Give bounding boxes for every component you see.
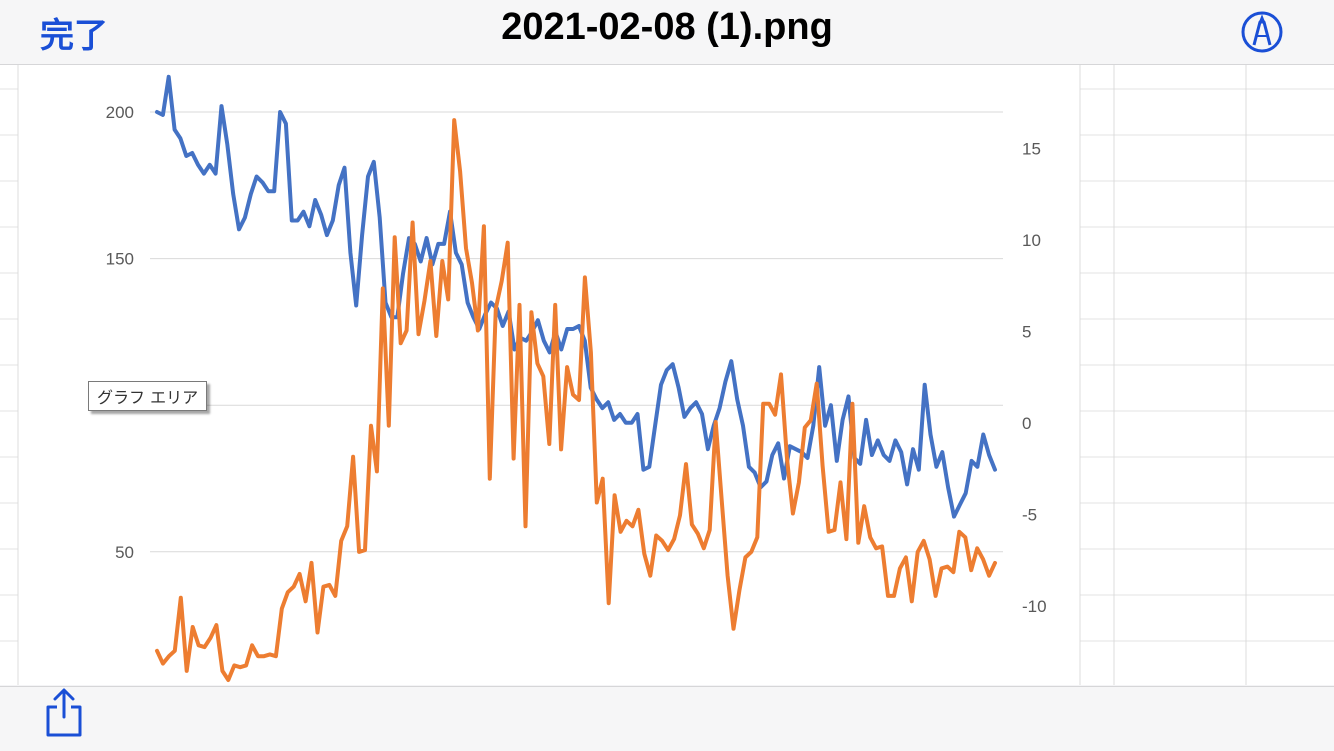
chart-area-tooltip: グラフ エリア (88, 381, 208, 411)
right-axis-tick-label: 0 (1022, 414, 1031, 433)
bottom-toolbar (0, 686, 1334, 751)
markup-pen-icon[interactable] (1240, 10, 1284, 54)
document-title: 2021-02-08 (1).png (501, 6, 833, 48)
right-axis-tick-label: 5 (1022, 323, 1031, 342)
right-axis-tick-label: 15 (1022, 140, 1041, 159)
left-axis-tick-label: 150 (106, 250, 134, 269)
share-icon[interactable] (42, 687, 86, 741)
left-axis-tick-label: 200 (106, 103, 134, 122)
series-line-1 (155, 74, 997, 519)
right-axis-tick-label: -10 (1022, 597, 1047, 616)
left-axis-tick-label: 50 (115, 543, 134, 562)
right-axis-tick-label: -5 (1022, 506, 1037, 525)
series-line-2 (155, 118, 997, 682)
top-toolbar: 完了 2021-02-08 (1).png (0, 0, 1334, 65)
right-axis-tick-label: 10 (1022, 231, 1041, 250)
done-button[interactable]: 完了 (40, 16, 108, 56)
